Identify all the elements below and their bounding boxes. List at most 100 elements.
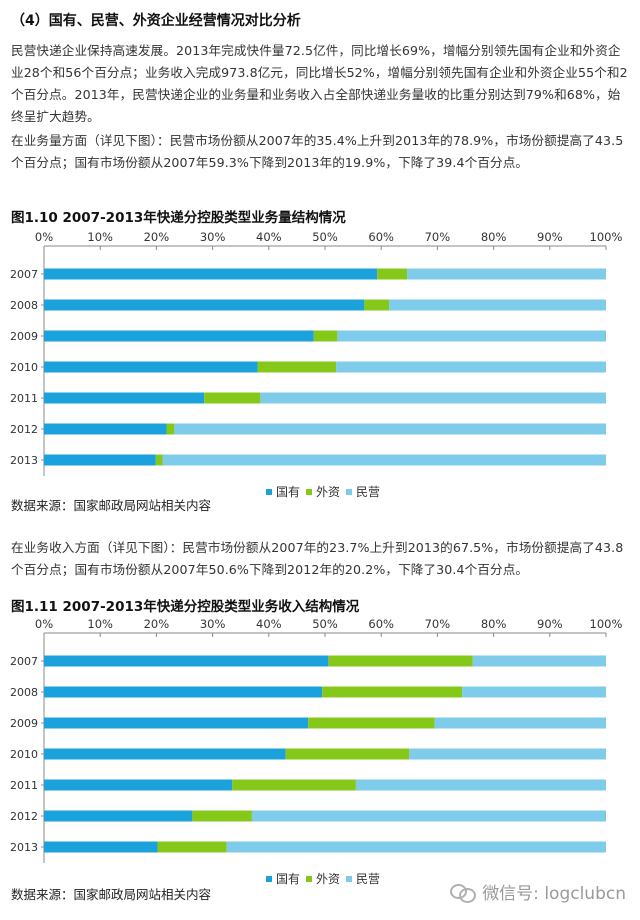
figure-1-11-chart: 0% 10% 20% 30% 40% 50% 60% 70% 80% 90% 100% 2007 200… xyxy=(10,617,623,886)
bar-segment-waizi xyxy=(377,268,408,280)
bar-segment-minying xyxy=(434,717,606,729)
bar-segment-minying xyxy=(407,268,606,280)
x-tick-label: 60% xyxy=(368,617,394,631)
bar-segment-waizi xyxy=(155,454,163,466)
bar-segment-guoyou xyxy=(44,454,156,466)
bar-segment-waizi xyxy=(328,655,473,667)
bar-segment-minying xyxy=(260,392,606,404)
paragraph-revenue-share: 在业务收入方面（详见下图）：民营市场份额从2007年的23.7%上升到2013的… xyxy=(11,540,624,577)
category-label: 2012 xyxy=(10,423,38,436)
legend-label: 民营 xyxy=(356,485,380,499)
bar-segment-guoyou xyxy=(44,779,233,791)
bar-segment-minying xyxy=(355,779,606,791)
bar-segment-minying xyxy=(251,810,606,822)
bar-segment-waizi xyxy=(157,841,227,853)
category-label: 2013 xyxy=(10,841,38,854)
bar-segment-minying xyxy=(409,748,606,760)
bar-segment-waizi xyxy=(322,686,463,698)
x-tick-label: 50% xyxy=(312,230,338,244)
x-tick-label: 70% xyxy=(425,230,451,244)
legend-label: 国有 xyxy=(276,872,300,886)
x-tick-label: 60% xyxy=(368,230,394,244)
x-tick-label: 0% xyxy=(35,230,53,244)
bar-segment-minying xyxy=(462,686,606,698)
x-tick-label: 100% xyxy=(590,617,623,631)
x-tick-label: 40% xyxy=(256,617,282,631)
x-tick-label: 50% xyxy=(312,617,338,631)
watermark-text: 微信号: logclubcn xyxy=(482,884,626,904)
category-label: 2009 xyxy=(10,717,38,730)
category-label: 2010 xyxy=(10,748,38,761)
legend-label: 国有 xyxy=(276,485,300,499)
legend-label: 外资 xyxy=(316,872,340,886)
bar-segment-waizi xyxy=(232,779,356,791)
bar-segment-waizi xyxy=(285,748,410,760)
x-tick-label: 80% xyxy=(481,617,507,631)
bar-segment-guoyou xyxy=(44,655,329,667)
section-heading: （4）国有、民营、外资企业经营情况对比分析 xyxy=(11,13,301,29)
x-tick-label: 20% xyxy=(144,617,170,631)
bar-segment-guoyou xyxy=(44,361,258,373)
bar-segment-guoyou xyxy=(44,810,193,822)
x-tick-label: 30% xyxy=(200,617,226,631)
legend-swatch xyxy=(266,489,272,495)
bar-segment-minying xyxy=(472,655,606,667)
bar-segment-guoyou xyxy=(44,268,378,280)
category-label: 2011 xyxy=(10,779,38,792)
bar-segment-guoyou xyxy=(44,392,205,404)
x-tick-label: 30% xyxy=(200,230,226,244)
legend-swatch xyxy=(346,489,352,495)
bar-segment-guoyou xyxy=(44,748,286,760)
wechat-icon xyxy=(450,883,477,903)
wechat-watermark: 微信号: logclubcn xyxy=(450,879,626,904)
bar-segment-waizi xyxy=(204,392,261,404)
bar-segment-waizi xyxy=(257,361,337,373)
category-label: 2010 xyxy=(10,361,38,374)
x-tick-label: 10% xyxy=(87,617,113,631)
bar-segment-waizi xyxy=(192,810,252,822)
bar-segment-waizi xyxy=(364,299,390,311)
x-tick-label: 40% xyxy=(256,230,282,244)
category-label: 2008 xyxy=(10,299,38,312)
x-tick-label: 10% xyxy=(87,230,113,244)
figure-1-10-title: 图1.10 2007-2013年快递分控股类型业务量结构情况 xyxy=(11,210,346,226)
bar-segment-guoyou xyxy=(44,299,365,311)
bar-segment-waizi xyxy=(166,423,175,435)
figure-1-10-source: 数据来源：国家邮政局网站相关内容 xyxy=(11,498,212,513)
bar-segment-minying xyxy=(389,299,606,311)
bar-segment-minying xyxy=(226,841,606,853)
category-label: 2007 xyxy=(10,655,38,668)
bar-segment-guoyou xyxy=(44,423,167,435)
category-label: 2009 xyxy=(10,330,38,343)
x-tick-label: 90% xyxy=(537,230,563,244)
bar-segment-minying xyxy=(336,361,606,373)
legend-swatch xyxy=(346,876,352,882)
x-tick-label: 70% xyxy=(425,617,451,631)
paragraph-volume-share: 在业务量方面（详见下图）：民营市场份额从2007年的35.4%上升到2013年的… xyxy=(11,133,624,170)
figure-1-11-title: 图1.11 2007-2013年快递分控股类型业务收入结构情况 xyxy=(11,599,360,615)
figure-1-10-chart: 0% 10% 20% 30% 40% 50% 60% 70% 80% 90% 100% 2007 200… xyxy=(10,230,623,499)
figure-1-11-source: 数据来源：国家邮政局网站相关内容 xyxy=(11,887,212,902)
bar-segment-guoyou xyxy=(44,841,158,853)
bar-segment-waizi xyxy=(308,717,435,729)
category-label: 2012 xyxy=(10,810,38,823)
legend-label: 外资 xyxy=(316,485,340,499)
category-label: 2011 xyxy=(10,392,38,405)
paragraph-private-growth: 民营快递企业保持高速发展。2013年完成快件量72.5亿件，同比增长69%，增幅… xyxy=(11,43,628,124)
legend-swatch xyxy=(266,876,272,882)
x-tick-label: 100% xyxy=(590,230,623,244)
x-tick-label: 0% xyxy=(35,617,53,631)
legend-label: 民营 xyxy=(356,872,380,886)
bar-segment-guoyou xyxy=(44,330,314,342)
bar-segment-minying xyxy=(174,423,606,435)
bar-segment-minying xyxy=(162,454,606,466)
bar-segment-waizi xyxy=(313,330,338,342)
x-tick-label: 20% xyxy=(144,230,170,244)
legend-swatch xyxy=(306,876,312,882)
x-tick-label: 90% xyxy=(537,617,563,631)
bar-segment-guoyou xyxy=(44,717,309,729)
bar-segment-minying xyxy=(337,330,606,342)
legend-swatch xyxy=(306,489,312,495)
x-tick-label: 80% xyxy=(481,230,507,244)
bar-segment-guoyou xyxy=(44,686,323,698)
